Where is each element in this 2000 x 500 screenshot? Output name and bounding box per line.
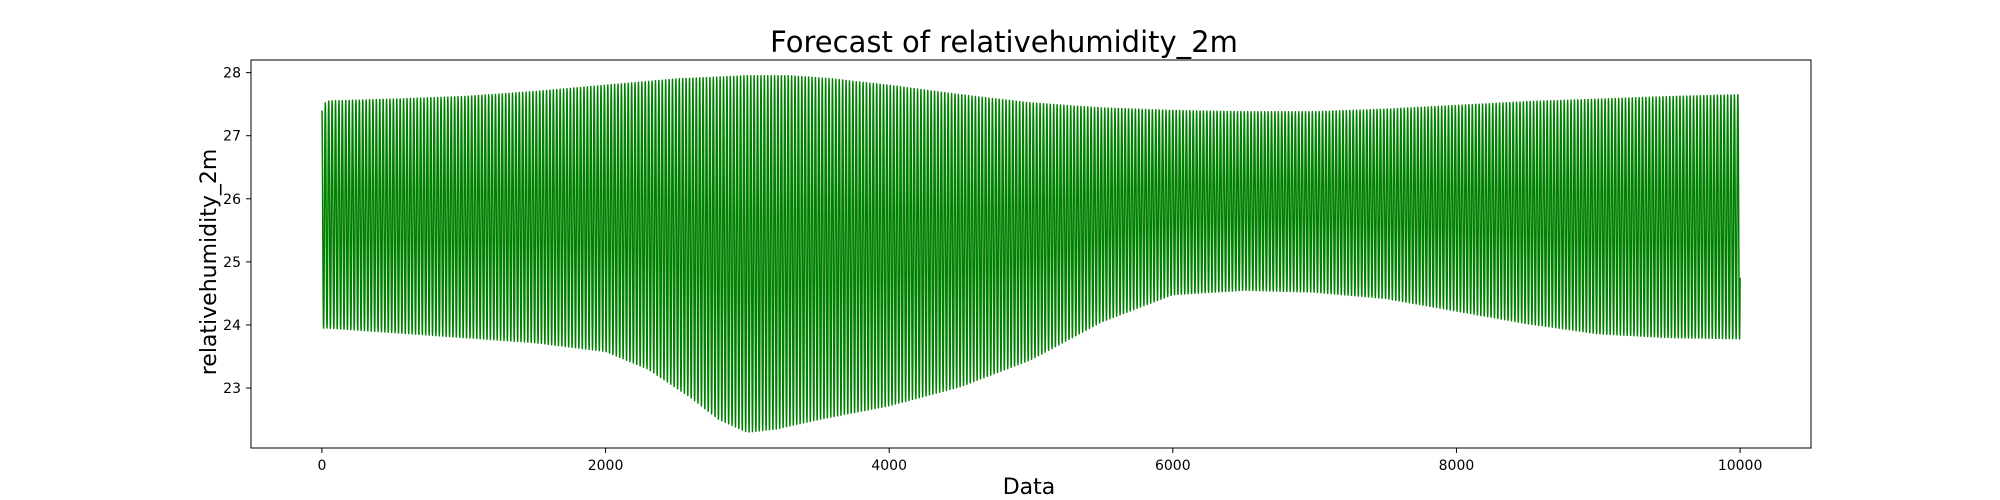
x-tick-label: 8000 bbox=[1439, 458, 1475, 474]
y-axis-label: relativehumidity_2m bbox=[197, 149, 222, 376]
y-tick-label: 23 bbox=[223, 381, 241, 397]
plot-frame bbox=[250, 59, 1812, 449]
x-tick-label: 4000 bbox=[871, 458, 907, 474]
x-tick-label: 10000 bbox=[1718, 458, 1763, 474]
series-line-0 bbox=[321, 75, 1741, 433]
x-tick-label: 6000 bbox=[1155, 458, 1191, 474]
axes-layer: 0 2000 4000 6000 8000 10000 23 24 25 26 27 28 bbox=[223, 59, 1812, 474]
y-tick-label: 28 bbox=[223, 66, 241, 82]
x-axis-label: Data bbox=[1003, 475, 1056, 500]
chart-title: Forecast of relativehumidity_2m bbox=[770, 25, 1238, 59]
y-tick-label: 26 bbox=[223, 192, 241, 208]
x-tick-label: 2000 bbox=[588, 458, 624, 474]
y-tick-label: 24 bbox=[223, 318, 241, 334]
y-tick-label: 25 bbox=[223, 255, 241, 271]
y-tick-label: 27 bbox=[223, 129, 241, 145]
x-tick-label: 0 bbox=[317, 458, 326, 474]
series-layer bbox=[321, 75, 1741, 433]
